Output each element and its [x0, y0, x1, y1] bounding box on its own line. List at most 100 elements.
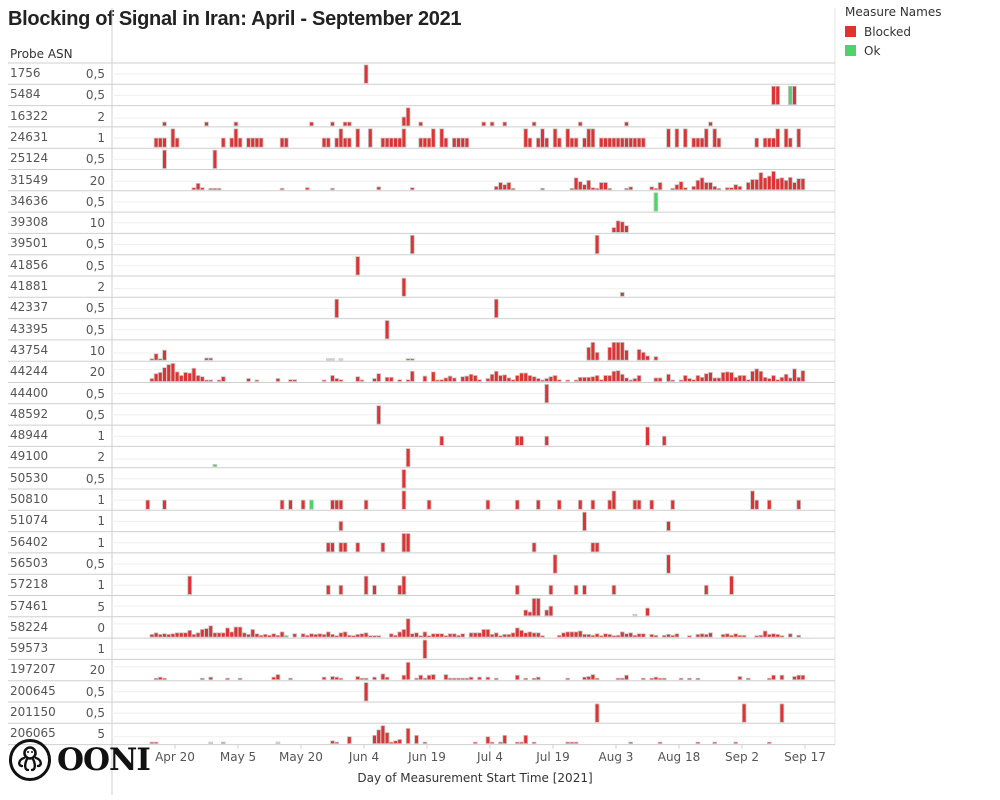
bar-blocked [439, 128, 444, 148]
bar-blocked [620, 137, 625, 148]
bar-blocked [254, 137, 260, 148]
bar-blocked [557, 379, 562, 382]
row-label-asn: 50530 [10, 470, 49, 485]
bar-blocked [401, 533, 407, 553]
bar-blocked [363, 682, 369, 702]
bar-blocked [620, 677, 625, 681]
bar-blocked [376, 729, 381, 744]
bar-blocked [384, 320, 390, 340]
bar-blocked [401, 469, 407, 489]
bar-blocked [695, 375, 701, 382]
bar-blocked [237, 137, 243, 148]
bar-blocked [657, 741, 663, 744]
bar-ok [309, 499, 314, 510]
bar-blocked [237, 677, 243, 681]
bar-blocked [275, 378, 281, 382]
bar-blocked [636, 349, 642, 361]
bar-blocked [170, 363, 176, 382]
bar-blocked [334, 676, 339, 681]
bar-blocked [342, 631, 348, 638]
bar-blocked [409, 633, 415, 638]
bar-blocked [498, 182, 503, 191]
bar-blocked [691, 379, 696, 382]
bar-blocked [334, 378, 339, 382]
row-label-asn: 44400 [10, 385, 49, 400]
bar-blocked [204, 379, 209, 382]
bar-blocked [384, 732, 390, 744]
bar-blocked [653, 187, 659, 191]
bar-blocked [246, 378, 251, 382]
bar-blocked [355, 376, 360, 382]
bar-blocked [565, 631, 570, 638]
row-axis-tick: 0,5 [85, 556, 105, 571]
x-tick-label: Sep 17 [784, 750, 826, 764]
bar-blocked [439, 379, 444, 382]
row-axis-tick: 1 [97, 429, 105, 444]
bar-blocked [771, 633, 776, 638]
bar-blocked [477, 632, 482, 638]
bar-blocked [502, 734, 507, 744]
legend-item-blocked[interactable]: Blocked [845, 22, 941, 41]
bar-blocked [380, 673, 386, 681]
legend-item-ok[interactable]: Ok [845, 41, 941, 60]
bar-blocked [792, 85, 797, 106]
bar-blocked [699, 177, 705, 191]
bar-blocked [220, 376, 226, 382]
x-tick-label: Jun 19 [408, 750, 446, 764]
bar-blocked [229, 137, 235, 148]
bar-blocked [233, 626, 239, 638]
bar-blocked [418, 121, 423, 127]
bar-blocked [615, 137, 621, 148]
bar-blocked [220, 632, 226, 638]
row-label-asn: 50810 [10, 492, 49, 506]
bar-blocked [401, 116, 407, 127]
x-tick-label: Aug 3 [598, 750, 634, 764]
bar-blocked [422, 741, 428, 744]
bar-blocked [401, 629, 407, 638]
bar-blocked [750, 490, 755, 510]
bar-blocked [502, 374, 507, 382]
bar-blocked [405, 358, 411, 361]
bar-blocked [792, 182, 797, 191]
bar-blocked [720, 633, 726, 638]
bar-blocked [645, 426, 650, 446]
row-axis-tick: 2 [97, 450, 105, 465]
bar-blocked [330, 633, 335, 638]
bar-blocked [174, 371, 180, 382]
bar-blocked [699, 137, 705, 148]
bar-blocked [346, 634, 352, 638]
x-tick-label: Sep 2 [724, 750, 760, 764]
bar-blocked [258, 634, 264, 638]
row-label-asn: 1756 [10, 66, 41, 80]
bar-blocked [741, 634, 747, 638]
bar-blocked [443, 137, 449, 148]
bar-blocked [632, 137, 638, 148]
row-axis-tick: 0,5 [85, 322, 105, 337]
bar-blocked [657, 377, 663, 382]
bar-blocked [271, 676, 276, 681]
bar-blocked [237, 626, 243, 638]
bar-blocked [481, 121, 486, 127]
bar-blocked [611, 635, 617, 638]
bar-blocked [426, 137, 432, 148]
bar-blocked [552, 554, 558, 574]
bar-blocked [388, 376, 394, 382]
row-axis-tick: 1 [97, 535, 105, 550]
bar-blocked [225, 627, 230, 638]
row-axis-tick: 1 [97, 514, 105, 529]
bar-blocked [380, 542, 386, 553]
bar-blocked [653, 356, 659, 361]
bar-blocked [145, 499, 151, 510]
bar-blocked [649, 677, 654, 681]
bar-blocked [405, 107, 411, 127]
bar-blocked [670, 379, 675, 382]
bar-blocked [384, 376, 390, 382]
bar-blocked [388, 633, 394, 638]
bar-blocked [586, 376, 591, 382]
bar-blocked [557, 137, 562, 148]
bar-blocked [695, 677, 701, 681]
bar-blocked [485, 378, 491, 382]
bar-blocked [330, 375, 335, 382]
bar-blocked [779, 635, 785, 638]
bar-blocked [502, 633, 507, 638]
